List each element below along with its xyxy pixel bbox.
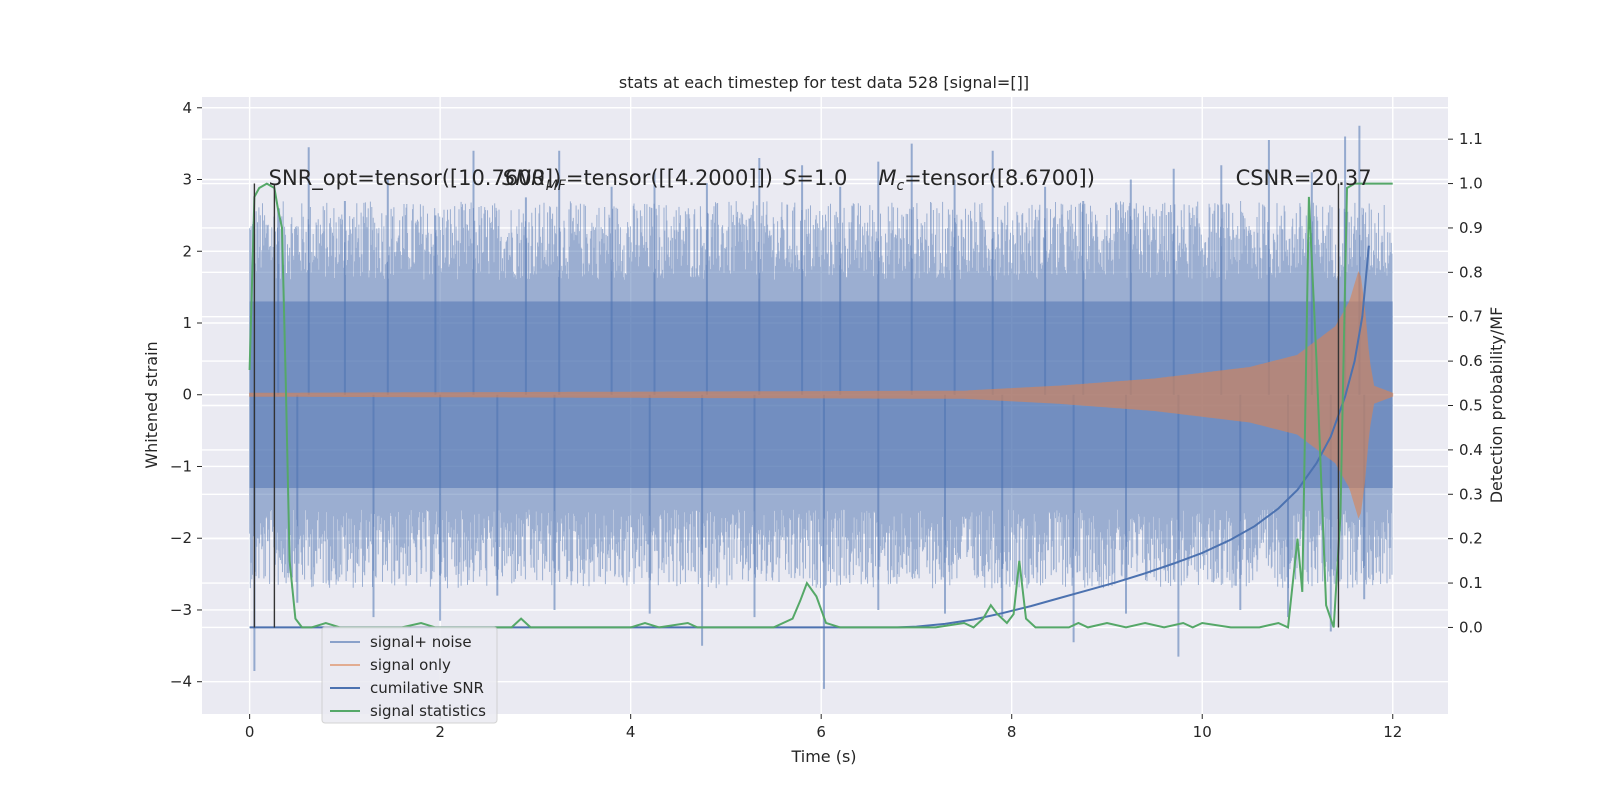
annotation: SNR_opt=tensor([10.7600]): [269, 166, 562, 191]
series-signal-only: [249, 270, 1394, 519]
y-right-tick-label: 0.1: [1459, 574, 1483, 592]
x-ticks: 0 2 4 6 8 10 12: [245, 714, 1402, 741]
legend: signal+ noise signal only cumilative SNR si…: [321, 626, 498, 724]
annotation: S=1.0: [783, 166, 847, 190]
vertical-lines: [253, 183, 1340, 628]
y-tick-label: 1: [182, 314, 192, 332]
series-cumilative-snr: [249, 245, 1370, 629]
y-tick-label: 0: [182, 386, 192, 404]
x-tick-label: 8: [1007, 723, 1017, 741]
y-right-tick-label: 0.4: [1459, 441, 1483, 459]
y-tick-label: −2: [170, 529, 192, 547]
y-right-tick-label: 0.3: [1459, 485, 1483, 503]
x-tick-label: 10: [1193, 723, 1212, 741]
y-right-tick-label: 0.5: [1459, 397, 1483, 415]
x-tick-label: 4: [626, 723, 636, 741]
noise-peaks: [253, 125, 1366, 689]
x-tick-label: 0: [245, 723, 255, 741]
annotation: SNRMF=tensor([[4.2000]]): [502, 166, 773, 194]
y-right-tick-label: 0.6: [1459, 352, 1483, 370]
y-tick-label: −1: [170, 457, 192, 475]
x-tick-label: 12: [1383, 723, 1402, 741]
legend-signal-statistics-label: signal statistics: [370, 702, 486, 720]
y-tick-label: 3: [182, 171, 192, 189]
chart-title: stats at each timestep for test data 528…: [619, 73, 1029, 92]
x-tick-label: 6: [816, 723, 826, 741]
series-layer: [248, 125, 1394, 689]
y-right-tick-label: 0.0: [1459, 618, 1483, 636]
legend-signal-noise-label: signal+ noise: [370, 633, 472, 651]
legend-signal-only-label: signal only: [370, 656, 451, 674]
x-axis-label: Time (s): [790, 747, 856, 766]
y-right-tick-label: 1.0: [1459, 175, 1483, 193]
y-axis-label-right: Detection probability/MF: [1487, 307, 1506, 504]
legend-box: [321, 626, 498, 724]
y-tick-label: 4: [182, 99, 192, 117]
y-right-tick-label: 0.9: [1459, 219, 1483, 237]
y-tick-label: 2: [182, 242, 192, 260]
x-tick-label: 2: [435, 723, 445, 741]
y-ticks-left: −4 −3 −2 −1 0 1 2 3 4: [170, 99, 202, 691]
y-ticks-right: 0.0 0.1 0.2 0.3 0.4 0.5 0.6 0.7 0.8 0.9 1.0 1.1: [1448, 130, 1483, 636]
y-right-tick-label: 0.2: [1459, 530, 1483, 548]
y-axis-label: Whitened strain: [142, 341, 161, 468]
y-right-tick-label: 0.7: [1459, 308, 1483, 326]
annotation: CSNR=20.37: [1236, 166, 1372, 190]
annotations: SNR_opt=tensor([10.7600])SNRMF=tensor([[…: [269, 166, 1372, 194]
y-tick-label: −3: [170, 601, 192, 619]
y-right-tick-label: 1.1: [1459, 130, 1483, 148]
y-right-tick-label: 0.8: [1459, 263, 1483, 281]
annotation: Mc=tensor([8.6700]): [878, 166, 1095, 194]
y-tick-label: −4: [170, 673, 192, 691]
legend-cumilative-snr-label: cumilative SNR: [370, 679, 484, 697]
